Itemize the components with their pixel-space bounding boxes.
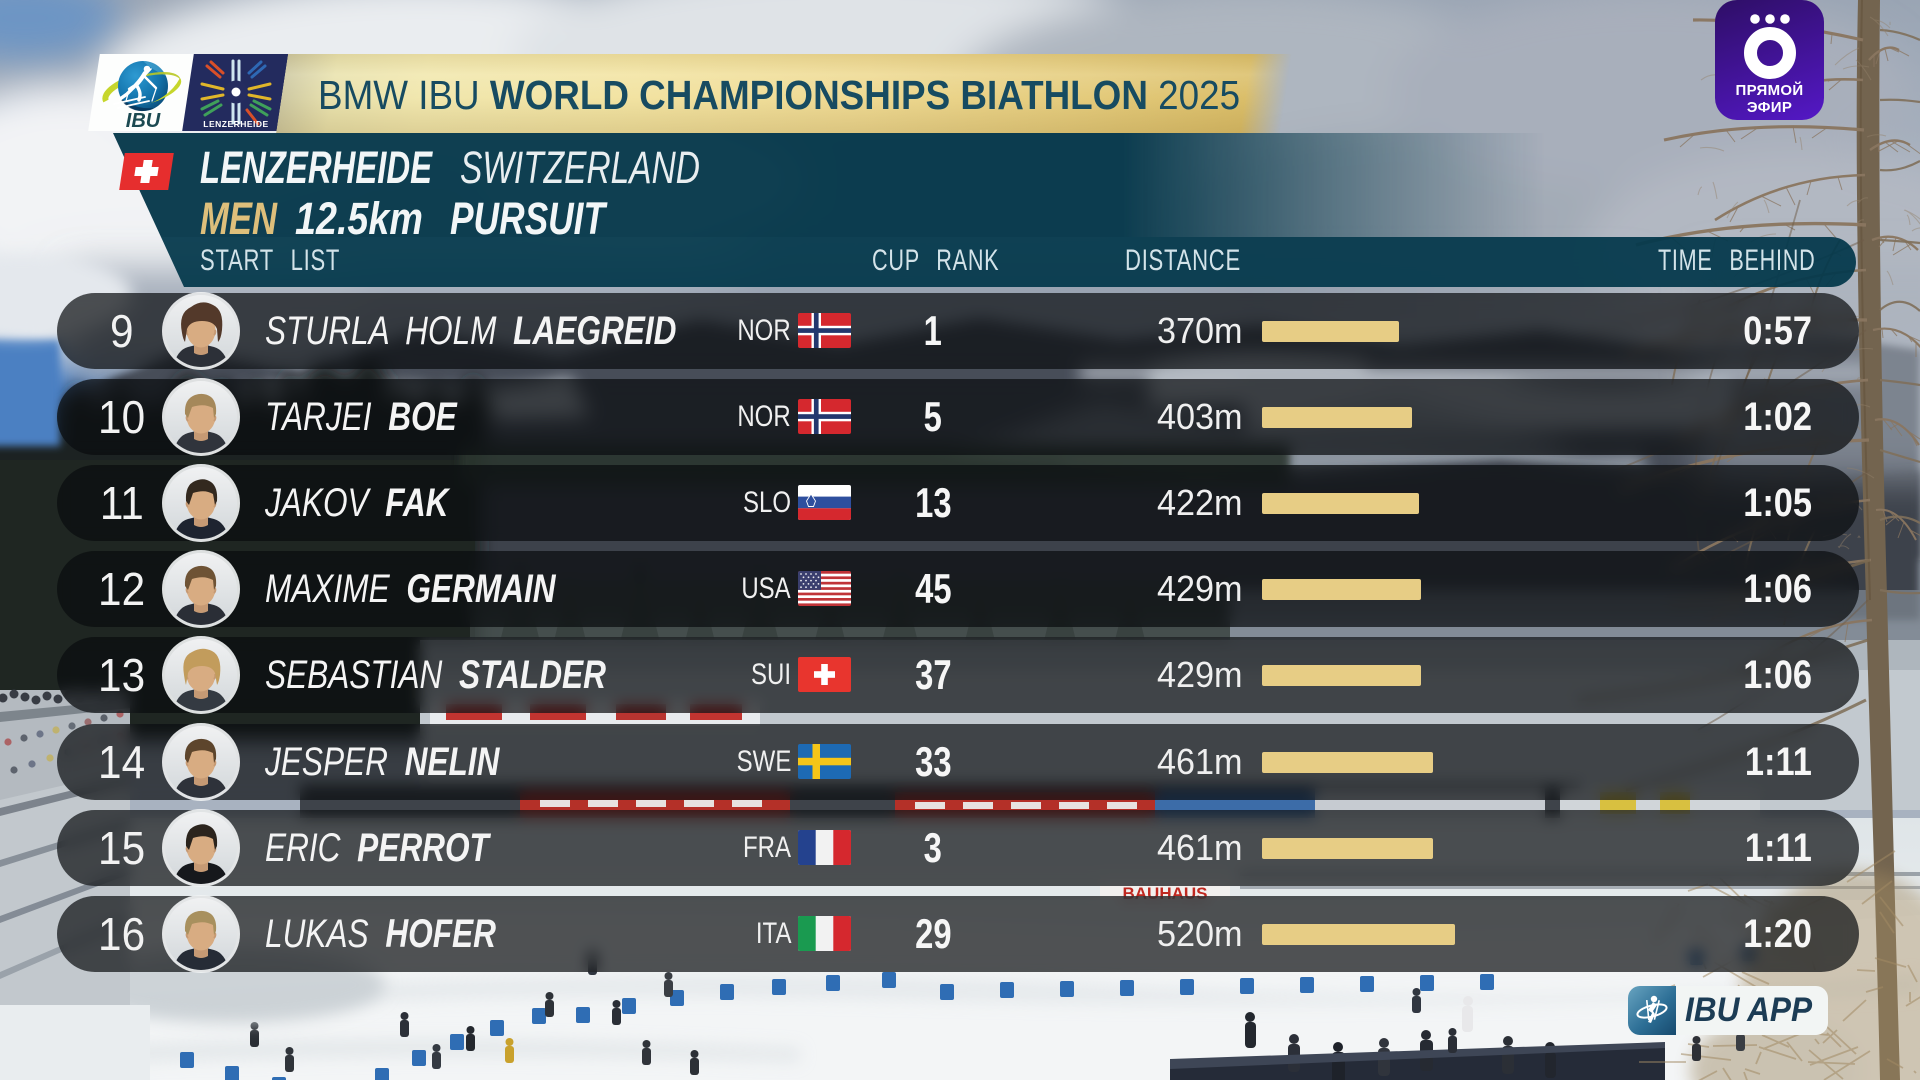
svg-text:LENZERHEIDE: LENZERHEIDE bbox=[203, 119, 268, 129]
svg-text:IBU: IBU bbox=[126, 110, 161, 131]
